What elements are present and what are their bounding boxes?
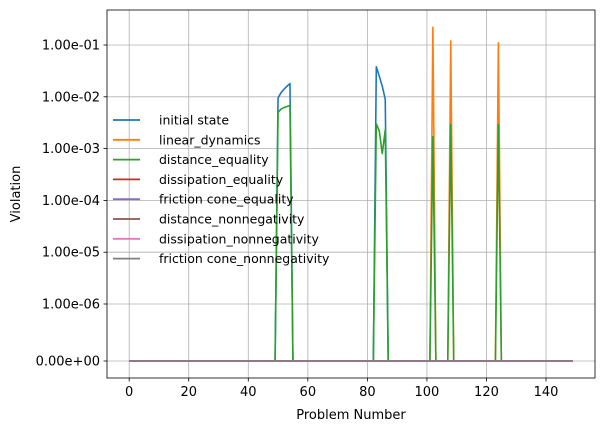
legend-entry-label: friction cone_nonnegativity — [159, 251, 330, 266]
series-lines — [129, 26, 573, 362]
x-tick-label: 20 — [180, 385, 197, 400]
x-tick-label: 120 — [474, 385, 499, 400]
legend-entry-label: distance_nonnegativity — [159, 212, 305, 227]
y-tick-label: 1.00e-06 — [42, 298, 100, 313]
y-axis-label: Violation — [9, 166, 24, 223]
plot-frame — [106, 9, 596, 379]
legend-entry-label: dissipation_nonnegativity — [159, 231, 320, 246]
grid — [107, 10, 595, 378]
legend-entry-label: dissipation_equality — [159, 172, 284, 187]
y-tick-label: 1.00e-01 — [42, 39, 100, 54]
x-tick-label: 60 — [300, 385, 317, 400]
x-tick-label: 100 — [415, 385, 440, 400]
x-tick-label: 40 — [240, 385, 257, 400]
y-tick-label: 1.00e-02 — [42, 90, 100, 105]
x-tick-label: 0 — [125, 385, 133, 400]
y-tick-label: 1.00e-03 — [42, 142, 100, 157]
y-tick-label: 0.00e+00 — [36, 355, 100, 370]
x-axis-label: Problem Number — [296, 408, 406, 423]
x-tick-label: 80 — [359, 385, 376, 400]
legend-entry-label: initial state — [159, 113, 229, 128]
legend-entry-label: friction cone_equality — [159, 192, 294, 207]
legend-entry-label: linear_dynamics — [159, 132, 261, 147]
y-tick-label: 1.00e-05 — [42, 246, 100, 261]
legend: initial state linear_dynamics distance_equ… — [113, 113, 330, 266]
y-tick-label: 1.00e-04 — [42, 194, 100, 209]
x-axis-ticks: 0 20 40 60 80 100 120 140 — [125, 378, 558, 400]
x-tick-label: 140 — [534, 385, 559, 400]
y-axis-ticks: 0.00e+00 1.00e-06 1.00e-05 1.00e-04 1.00e-03… — [36, 39, 107, 370]
legend-entry-label: distance_equality — [159, 152, 269, 167]
